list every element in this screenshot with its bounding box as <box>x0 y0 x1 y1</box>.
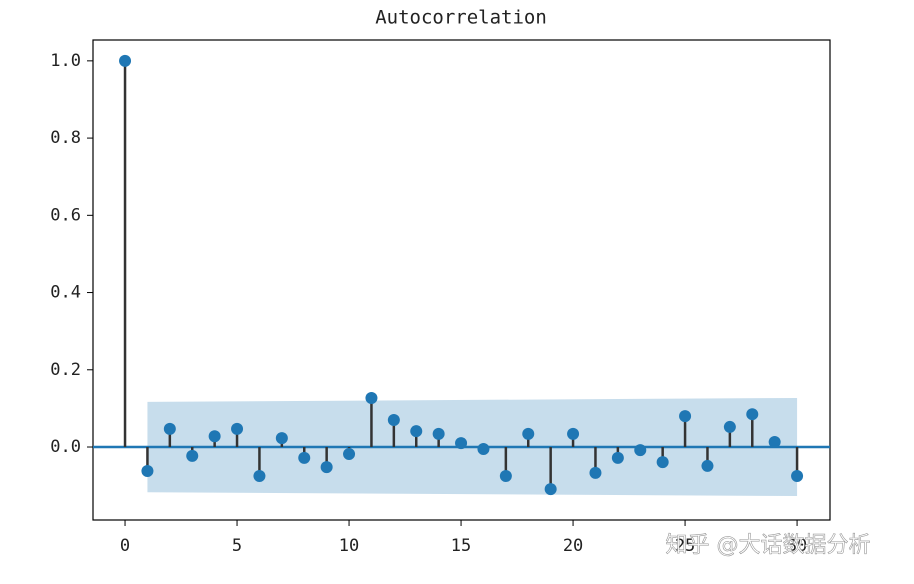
y-tick-label: 0.0 <box>50 437 81 457</box>
marker <box>186 449 199 462</box>
marker <box>477 442 490 455</box>
marker <box>746 408 759 421</box>
marker <box>365 391 378 404</box>
marker <box>701 459 714 472</box>
marker <box>141 464 154 477</box>
x-tick-label: 25 <box>675 536 695 556</box>
watermark: 知乎 @大话数据分析 <box>666 533 871 558</box>
x-tick-label: 15 <box>451 536 471 556</box>
marker <box>611 451 624 464</box>
marker <box>275 432 288 445</box>
y-tick-label: 0.8 <box>50 128 81 148</box>
x-tick-label: 10 <box>339 536 359 556</box>
chart-title: Autocorrelation <box>375 7 547 29</box>
x-tick-label: 5 <box>232 536 242 556</box>
marker <box>119 54 132 67</box>
x-tick-label: 30 <box>787 536 807 556</box>
marker <box>634 444 647 457</box>
marker <box>298 451 311 464</box>
marker <box>253 469 266 482</box>
y-tick-label: 1.0 <box>50 51 81 71</box>
marker <box>791 469 804 482</box>
marker <box>320 461 333 474</box>
marker <box>589 466 602 479</box>
marker <box>679 410 692 423</box>
marker <box>768 435 781 448</box>
y-tick-label: 0.6 <box>50 205 81 225</box>
marker <box>231 422 244 435</box>
marker <box>343 447 356 460</box>
marker <box>544 483 557 496</box>
marker <box>163 422 176 435</box>
x-tick-label: 0 <box>120 536 130 556</box>
x-tick-label: 20 <box>563 536 583 556</box>
y-tick-label: 0.4 <box>50 283 81 303</box>
marker <box>208 430 221 443</box>
y-tick-label: 0.2 <box>50 360 81 380</box>
marker <box>567 427 580 440</box>
marker <box>656 456 669 469</box>
marker <box>499 469 512 482</box>
marker <box>410 425 423 438</box>
marker <box>387 413 400 426</box>
marker <box>522 427 535 440</box>
marker <box>455 437 468 450</box>
marker <box>432 427 445 440</box>
marker <box>723 420 736 433</box>
